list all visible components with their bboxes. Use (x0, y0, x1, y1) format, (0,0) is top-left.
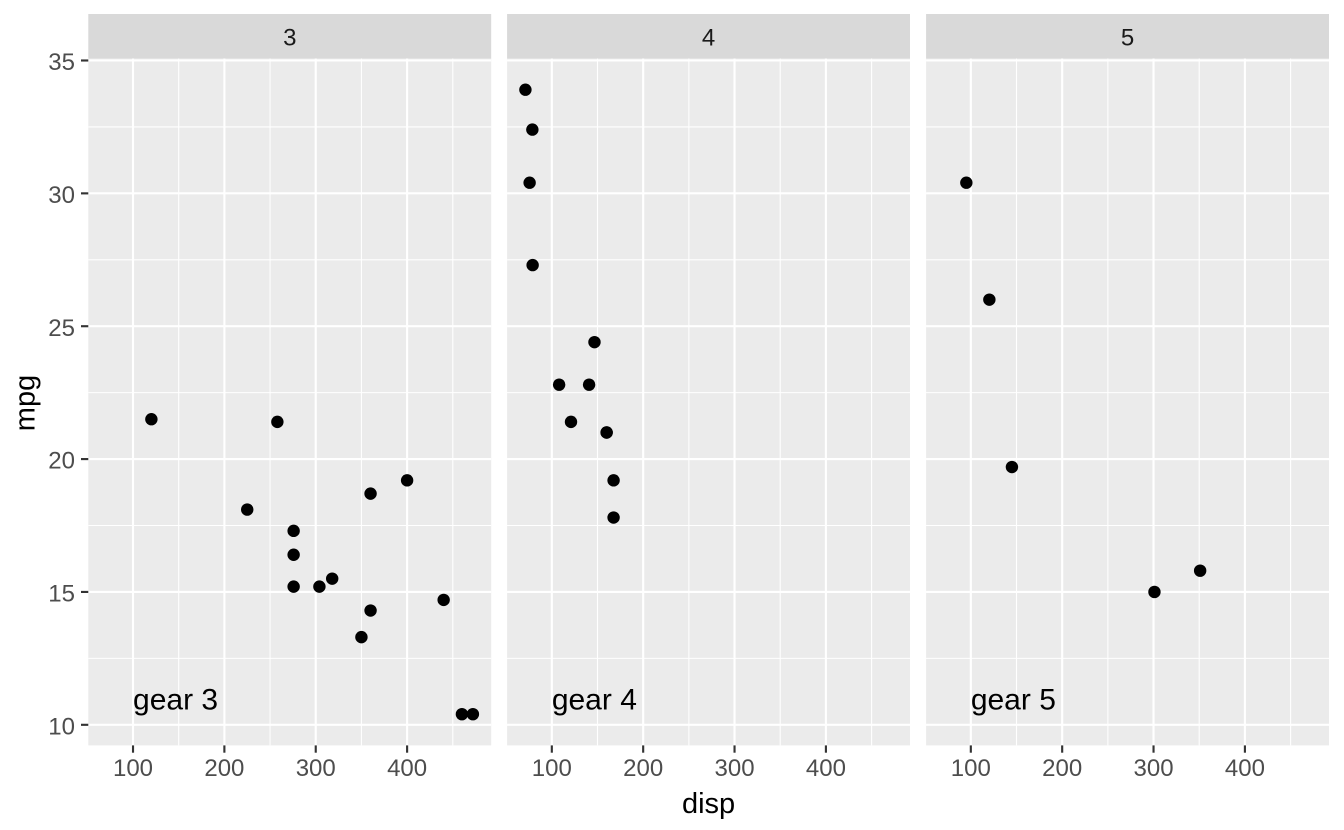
svg-text:100: 100 (951, 755, 991, 782)
svg-text:100: 100 (113, 755, 153, 782)
svg-text:30: 30 (48, 182, 75, 209)
svg-text:400: 400 (1225, 755, 1265, 782)
svg-text:200: 200 (1042, 755, 1082, 782)
svg-text:gear 4: gear 4 (552, 684, 637, 717)
svg-text:35: 35 (48, 49, 75, 76)
svg-text:400: 400 (387, 755, 427, 782)
svg-text:20: 20 (48, 448, 75, 475)
svg-text:3: 3 (283, 25, 296, 52)
svg-text:mpg: mpg (10, 375, 42, 431)
svg-text:300: 300 (296, 755, 336, 782)
svg-text:25: 25 (48, 315, 75, 342)
svg-text:15: 15 (48, 581, 75, 608)
svg-text:200: 200 (204, 755, 244, 782)
svg-text:300: 300 (715, 755, 755, 782)
svg-text:4: 4 (702, 25, 715, 52)
svg-text:300: 300 (1134, 755, 1174, 782)
svg-text:400: 400 (806, 755, 846, 782)
svg-text:disp: disp (682, 788, 735, 820)
svg-text:200: 200 (623, 755, 663, 782)
svg-text:100: 100 (532, 755, 572, 782)
svg-text:gear 5: gear 5 (971, 684, 1056, 717)
svg-text:5: 5 (1121, 25, 1134, 52)
svg-text:10: 10 (48, 713, 75, 740)
svg-text:gear 3: gear 3 (133, 684, 218, 717)
